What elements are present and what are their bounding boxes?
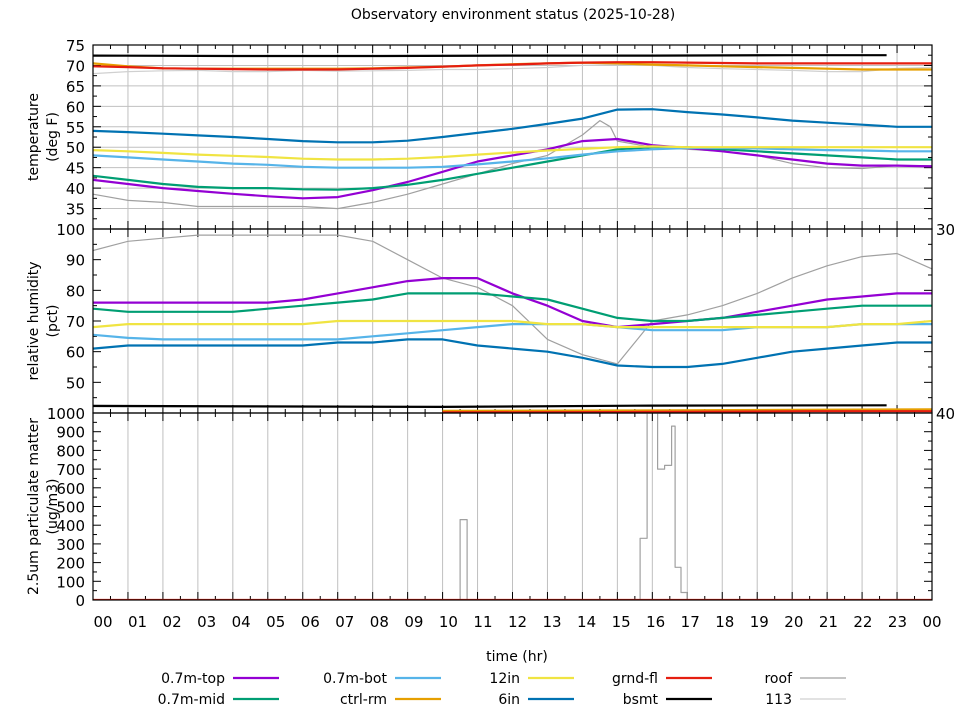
series-line-temperature-grnd-fl	[93, 61, 932, 71]
series-line-pm25-roof	[93, 413, 932, 600]
y-tick-label: 40	[936, 405, 955, 423]
x-axis-label: time (hr)	[486, 649, 548, 665]
y-tick-label: 400	[56, 517, 85, 535]
x-tick-label: 19	[750, 613, 769, 631]
panel-temperature: 30 35 40 45 50 55 60 65 70 75 temperature (deg F)	[26, 37, 955, 239]
series-line-humidity-0.7m-mid	[93, 292, 932, 323]
y-tick-label: 60	[66, 344, 85, 362]
y-tick-label: 1000	[47, 405, 85, 423]
x-tick-label: 11	[473, 613, 492, 631]
x-tick-labels: 00 01 02 03 04 05 06 07 08 09 10 11 12 13 14 15 16 17 18 19…	[93, 613, 941, 631]
series-line-temperature-0.7m-mid	[93, 146, 932, 191]
y-axis-label: temperature	[26, 93, 42, 181]
series-line-temperature-0.7m-bot	[93, 146, 932, 169]
x-tick-label: 18	[715, 613, 734, 631]
legend-label: 0.7m-mid	[158, 692, 225, 708]
legend-label: 113	[765, 692, 792, 708]
x-tick-label: 13	[542, 613, 561, 631]
y-tick-label: 800	[56, 442, 85, 460]
x-tick-label: 17	[681, 613, 700, 631]
y-tick-label: 30	[936, 221, 955, 239]
y-tick-label: 70	[66, 57, 85, 75]
series-line-humidity-grnd-fl	[442, 410, 932, 413]
series-line-temperature-113	[93, 63, 932, 75]
series-line-humidity-bsmt	[93, 404, 887, 408]
y-tick-label: 80	[66, 282, 85, 300]
y-tick-label: 200	[56, 555, 85, 573]
y-tick-label: 500	[56, 499, 85, 517]
series-line-humidity-0.7m-top	[93, 277, 932, 329]
series-line-humidity-12in	[93, 319, 932, 329]
legend-label: 6in	[498, 692, 520, 708]
plot-border	[92, 412, 933, 601]
y-tick-label: 45	[66, 160, 85, 178]
y-axis-label: (deg F)	[45, 112, 61, 162]
y-tick-label: 300	[56, 536, 85, 554]
series-group	[93, 413, 932, 600]
x-tick-label: 20	[784, 613, 803, 631]
y-tick-label: 100	[56, 573, 85, 591]
legend-label: 0.7m-top	[161, 671, 225, 687]
legend: 0.7m-top 0.7m-bot 12in grnd-fl roof 0.7m-mid c…	[158, 671, 846, 708]
y-tick-label: 700	[56, 461, 85, 479]
legend-label: 0.7m-bot	[323, 671, 387, 687]
x-tick-label: 21	[819, 613, 838, 631]
y-tick-label: 55	[66, 119, 85, 137]
y-tick-label: 90	[66, 252, 85, 270]
x-tick-label: 23	[888, 613, 907, 631]
x-tick-label: 12	[508, 613, 527, 631]
legend-label: roof	[764, 671, 793, 687]
series-line-humidity-ctrl-rm	[442, 408, 932, 412]
y-tick-label: 40	[66, 180, 85, 198]
legend-label: 12in	[489, 671, 520, 687]
x-tick-label: 02	[163, 613, 182, 631]
y-tick-label: 50	[66, 139, 85, 157]
series-line-temperature-bsmt	[93, 54, 887, 58]
series-line-temperature-6in	[93, 108, 932, 144]
x-tick-label: 14	[577, 613, 596, 631]
y-tick-label: 70	[66, 313, 85, 331]
y-axis-label: (pct)	[45, 305, 61, 338]
legend-label: bsmt	[623, 692, 659, 708]
y-tick-label: 600	[56, 480, 85, 498]
y-tick-label: 100	[56, 221, 85, 239]
x-tick-label: 09	[404, 613, 423, 631]
y-tick-label: 65	[66, 78, 85, 96]
x-tick-label: 00	[922, 613, 941, 631]
x-tick-label: 01	[128, 613, 147, 631]
legend-label: grnd-fl	[612, 671, 658, 687]
series-group	[93, 54, 932, 210]
series-line-humidity-6in	[93, 338, 932, 369]
y-axis-label: (ug/m3)	[45, 479, 61, 535]
x-tick-label: 22	[853, 613, 872, 631]
x-tick-label: 03	[197, 613, 216, 631]
x-tick-label: 07	[335, 613, 354, 631]
legend-label: ctrl-rm	[340, 692, 387, 708]
series-line-temperature-roof	[93, 119, 932, 210]
y-tick-label: 50	[66, 374, 85, 392]
y-tick-label: 900	[56, 424, 85, 442]
x-tick-label: 04	[232, 613, 251, 631]
panel-humidity: 40 50 60 70 80 90 100 relative humidity (pct)	[26, 221, 955, 423]
y-axis-label: 2.5um particulate matter	[26, 418, 42, 595]
series-group	[93, 234, 932, 413]
chart-title: Observatory environment status (2025-10-…	[351, 7, 675, 23]
x-tick-label: 05	[266, 613, 285, 631]
series-line-humidity-roof	[93, 234, 932, 365]
x-tick-label: 06	[301, 613, 320, 631]
x-tick-label: 00	[93, 613, 112, 631]
y-tick-label: 35	[66, 201, 85, 219]
y-tick-label: 0	[75, 592, 85, 610]
y-tick-label: 75	[66, 37, 85, 55]
y-tick-label: 60	[66, 98, 85, 116]
x-tick-label: 15	[612, 613, 631, 631]
y-axis-label: relative humidity	[26, 261, 42, 380]
x-tick-label: 08	[370, 613, 389, 631]
x-tick-label: 16	[646, 613, 665, 631]
series-line-temperature-0.7m-top	[93, 137, 932, 200]
series-line-temperature-12in	[93, 145, 932, 161]
x-tick-label: 10	[439, 613, 458, 631]
